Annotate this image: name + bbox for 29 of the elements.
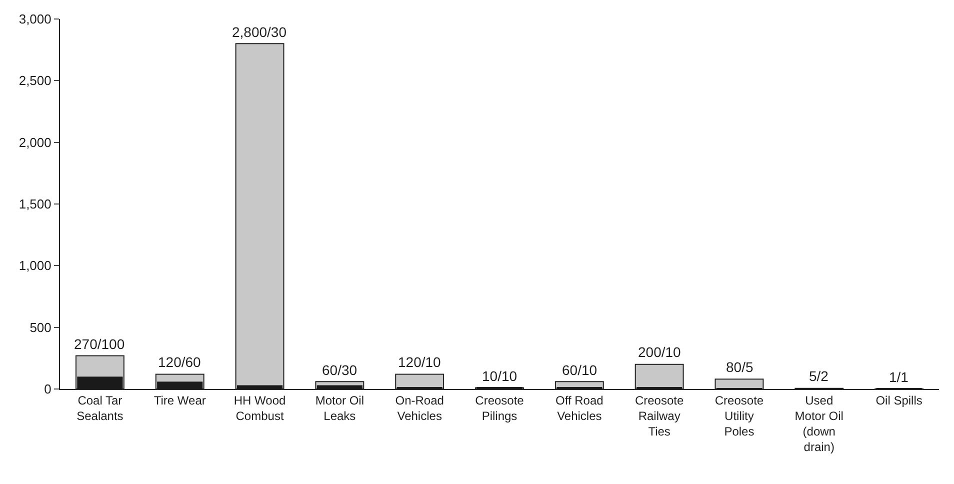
- y-tick-label: 1,500: [18, 196, 52, 212]
- y-tick-label: 0: [44, 382, 52, 397]
- annotation: 5/2: [809, 368, 829, 384]
- x-tick-label: Motor Oil Leaks: [315, 393, 364, 423]
- annotation: 60/10: [562, 362, 598, 378]
- annotation: 1/1: [889, 369, 909, 385]
- y-tick-label: 1,000: [18, 258, 52, 274]
- annotation: 10/10: [482, 368, 518, 384]
- x-tick-label: Off Road Vehicles: [556, 393, 604, 423]
- y-tick-label: 500: [30, 320, 52, 335]
- x-tick-label: HH Wood Combust: [234, 393, 286, 423]
- y-tick-label: 2,500: [18, 73, 52, 88]
- annotation: 120/60: [158, 354, 202, 370]
- x-tick-label: Creosote Pilings: [475, 393, 524, 423]
- x-tick-label: On-Road Vehicles: [395, 393, 444, 423]
- x-tick-label: Creosote Utility Poles: [714, 393, 764, 439]
- y-tick-label: 3,000: [18, 12, 52, 27]
- y-tick-label: 2,000: [18, 134, 52, 150]
- x-tick-label: Tire Wear: [154, 393, 206, 408]
- annotation: 2,800/30: [232, 24, 287, 40]
- x-tick-label: Coal Tar Sealants: [76, 393, 124, 423]
- annotation: 200/10: [638, 344, 682, 360]
- annotation: 80/5: [726, 359, 754, 375]
- annotation: 60/30: [322, 362, 358, 378]
- x-tick-label: Oil Spills: [876, 393, 922, 408]
- x-tick-label: Creosote Railway Ties: [634, 393, 684, 439]
- annotation: 270/100: [74, 336, 125, 352]
- annotation: 120/10: [398, 354, 442, 370]
- x-tick-label: Used Motor Oil (down drain): [794, 393, 844, 454]
